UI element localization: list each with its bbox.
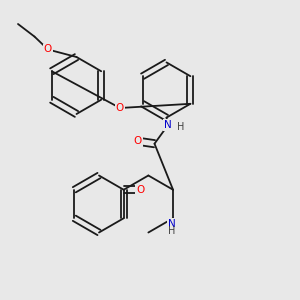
Text: H: H bbox=[177, 122, 184, 133]
Text: H: H bbox=[168, 226, 175, 236]
Text: O: O bbox=[134, 136, 142, 146]
Text: N: N bbox=[164, 120, 172, 130]
Text: N: N bbox=[168, 219, 176, 229]
Text: O: O bbox=[136, 185, 144, 195]
Text: O: O bbox=[44, 44, 52, 55]
Text: O: O bbox=[116, 103, 124, 113]
